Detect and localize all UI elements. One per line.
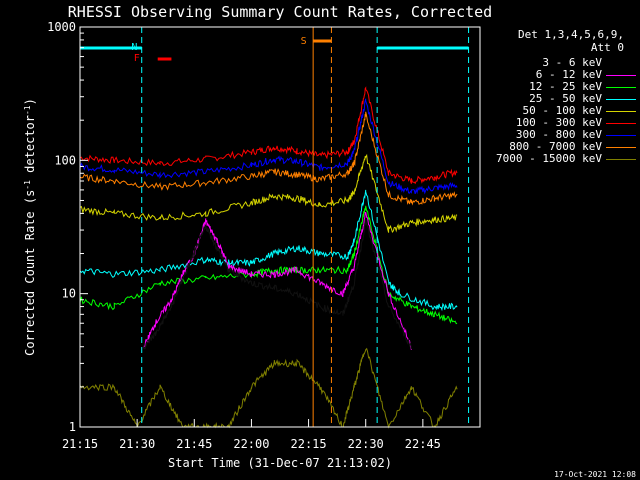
series-line [143,211,412,350]
y-tick-label: 1 [69,420,76,434]
legend-item: 50 - 100 keV [522,104,602,117]
legend-item: 25 - 50 keV [529,92,602,105]
legend-item: 7000 - 15000 keV [496,152,602,165]
y-axis-label-sup-2: -1 [23,105,32,115]
y-axis-label: Corrected Count Rate (s-1 detector-1) [23,98,37,356]
x-tick-label: 21:45 [176,437,212,451]
legend-item: 6 - 12 keV [535,68,602,81]
y-axis-label-suffix: ) [23,98,37,105]
footer-date: 17-Oct-2021 12:08 [554,470,636,479]
legend-item: 100 - 300 keV [515,116,602,129]
y-tick-label: 10 [62,287,76,301]
y-tick-label: 1000 [47,20,76,34]
attenuator-label: Att 0 [590,41,624,54]
series-line [79,153,458,234]
legend-item: 800 - 7000 keV [509,140,602,153]
legend-item: 300 - 800 keV [515,128,602,141]
x-axis-label: Start Time (31-Dec-07 21:13:02) [168,456,392,470]
x-tick-label: 22:30 [348,437,384,451]
x-tick-label: 21:15 [62,437,98,451]
x-tick-label: 22:45 [405,437,441,451]
series-line [79,205,458,325]
chart-title: RHESSI Observing Summary Count Rates, Co… [68,3,492,21]
x-tick-label: 22:15 [291,437,327,451]
series-line [79,98,458,195]
y-axis-label-sup-1: -1 [23,180,32,190]
series-line [79,86,458,185]
annotation-label: F [134,53,140,64]
y-tick-label: 100 [54,153,76,167]
series-line [79,347,458,429]
plot-frame [79,26,481,428]
detector-label: Det 1,3,4,5,6,9, [518,28,624,41]
legend-swatch [606,147,636,148]
legend-swatch [606,75,636,76]
y-axis-label-prefix: Corrected Count Rate (s [23,190,37,356]
legend-swatch [606,87,636,88]
series-line [79,111,458,206]
x-tick-label: 21:30 [119,437,155,451]
x-tick-label: 22:00 [233,437,269,451]
axis-layer: 21:15 21:30 21:45 22:00 22:15 22:30 22:45 1 10 10… [47,20,441,451]
legend-swatch [606,63,636,64]
series-layer [79,86,458,429]
legend-swatch [606,159,636,160]
legend-swatch [606,111,636,112]
series-line [79,189,458,312]
legend-item: 3 - 6 keV [542,56,602,69]
annotation-layer: NF S [80,27,470,427]
legend-swatch [606,99,636,100]
series-line [143,219,412,350]
annotation-label: N [131,42,137,53]
y-axis-label-mid: detector [23,115,37,180]
annotation-label: S [301,36,307,47]
legend-item: 12 - 25 keV [529,80,602,93]
legend-swatch [606,135,636,136]
legend-swatch [606,123,636,124]
